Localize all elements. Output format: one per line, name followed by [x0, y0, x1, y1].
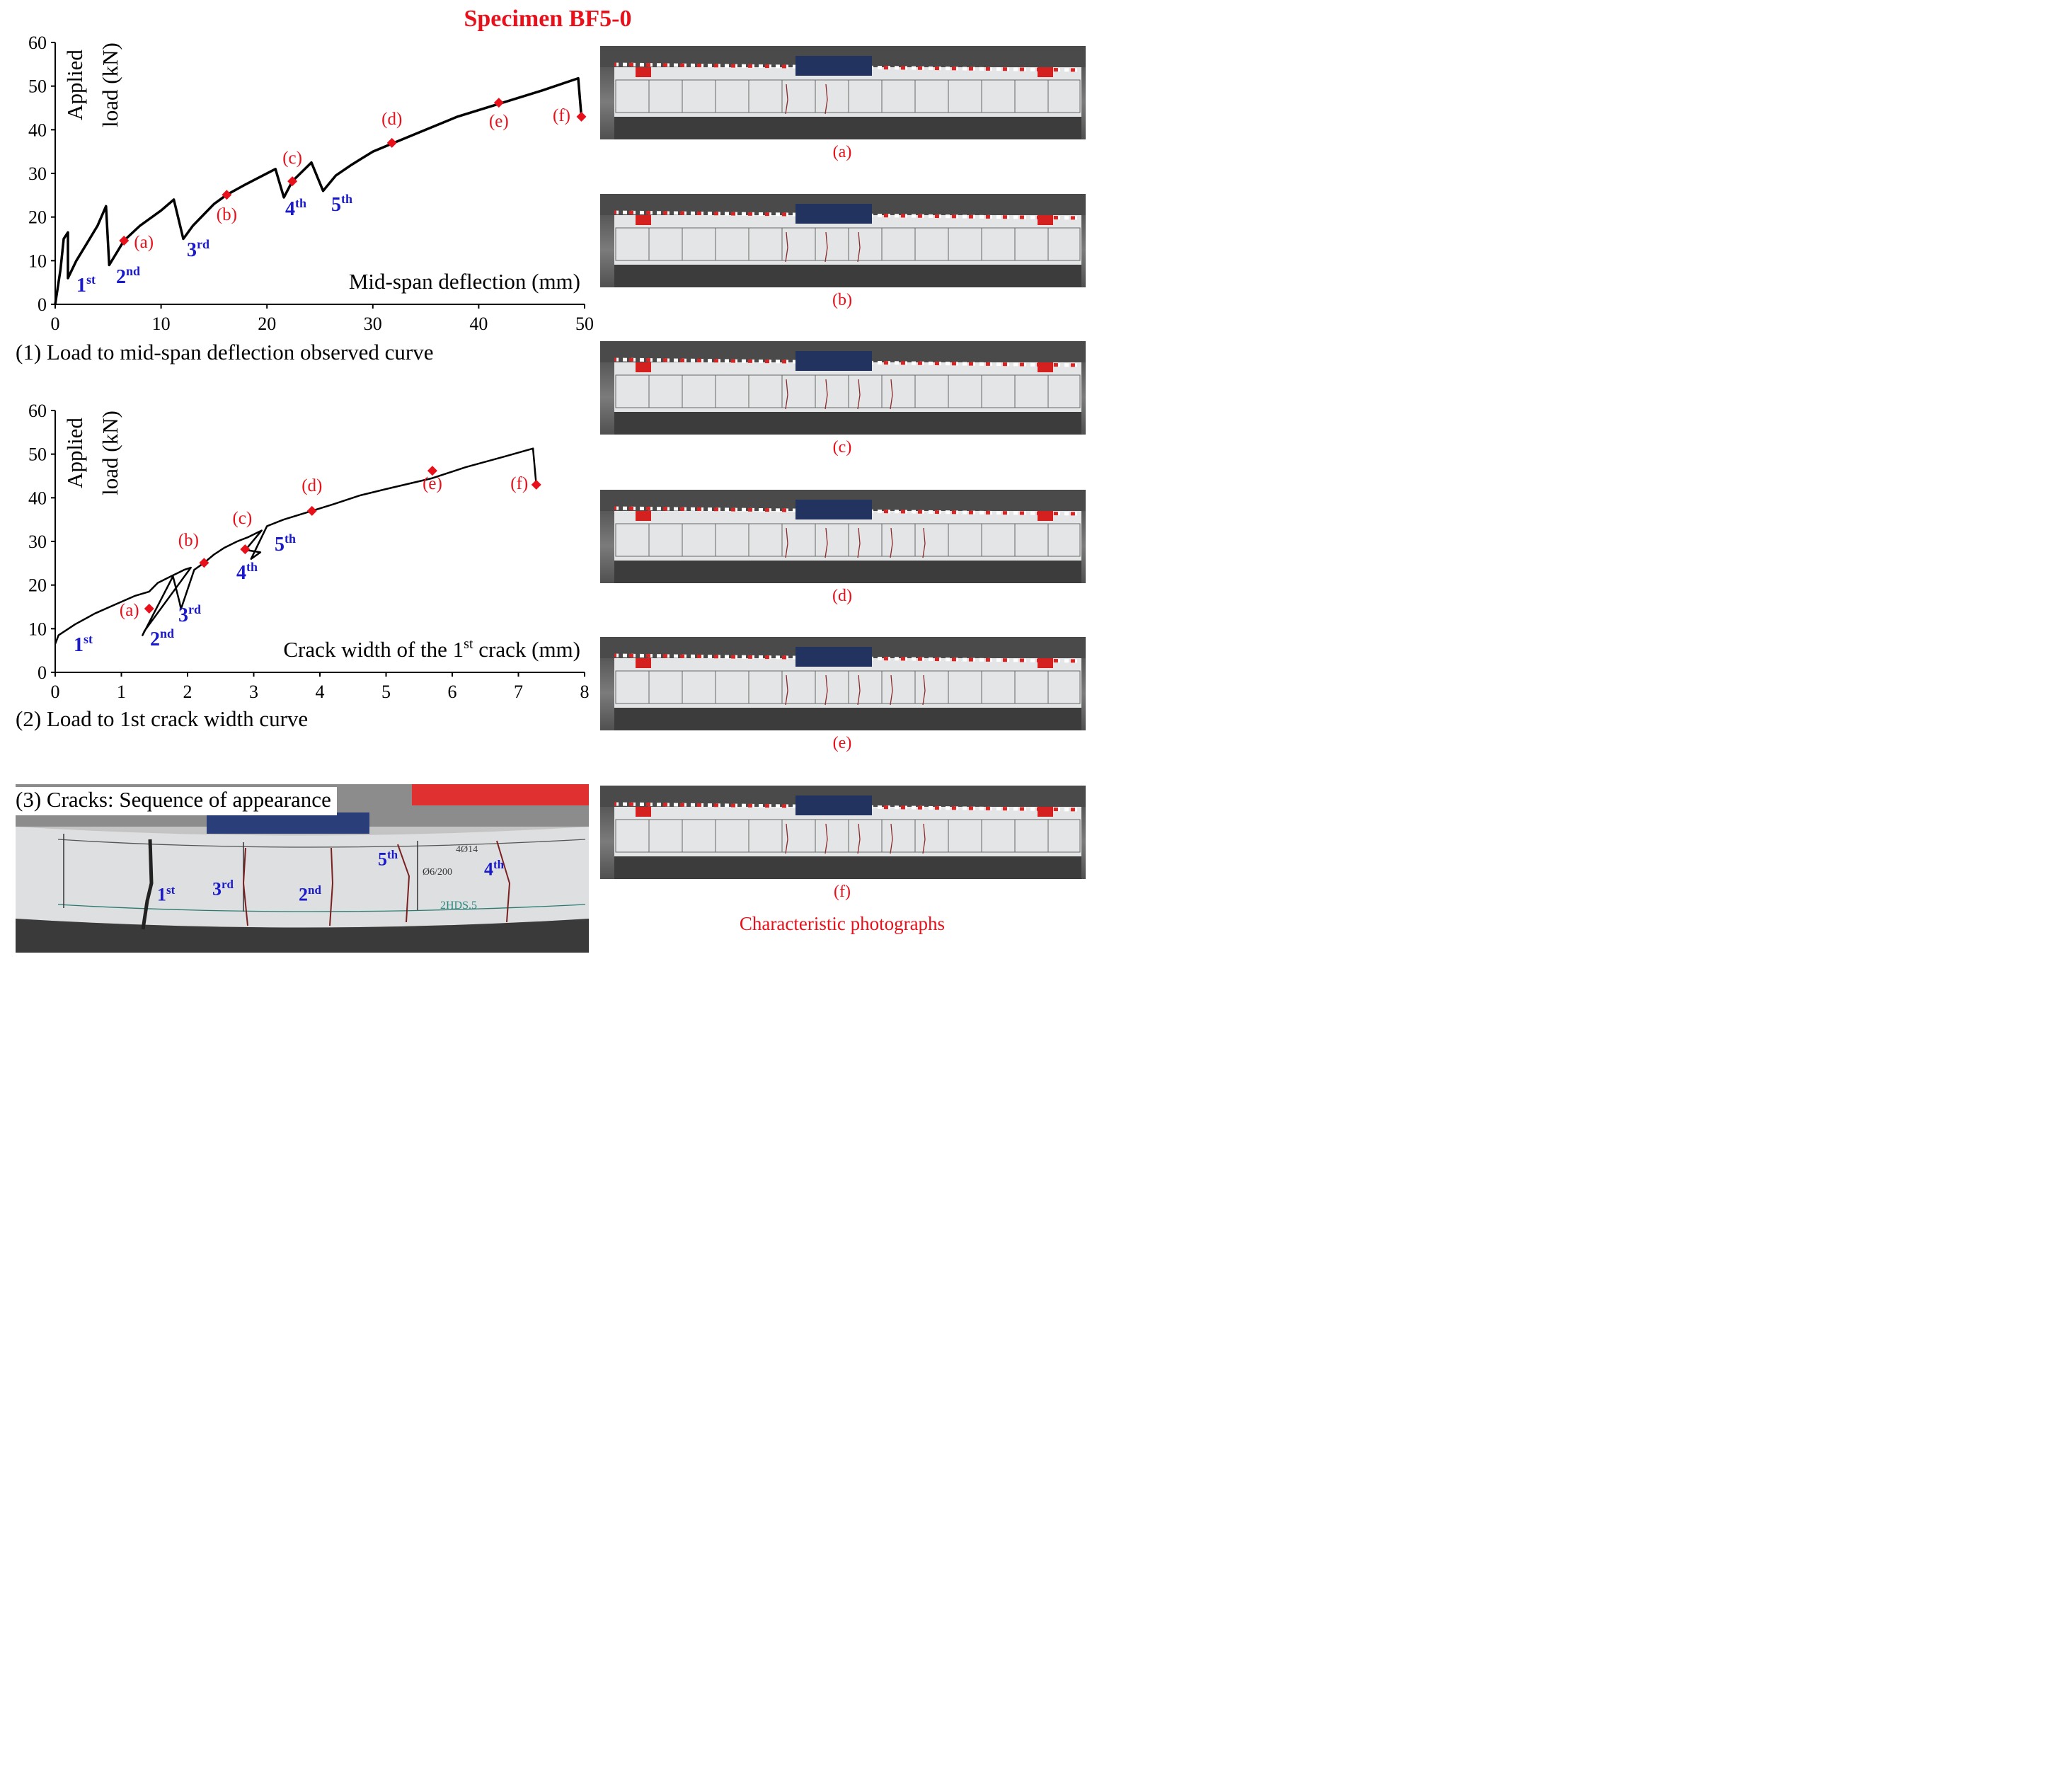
crack-label: 4th	[285, 196, 306, 220]
crack-label: 2nd	[116, 264, 140, 288]
beam-photo-a	[600, 46, 1086, 139]
stage-label: (e)	[423, 474, 442, 493]
stage-label: (a)	[134, 233, 154, 252]
y-tick-label: 30	[28, 532, 47, 552]
crack-photo-caption: (3) Cracks: Sequence of appearance	[16, 787, 337, 815]
crack-sequence-photo: 4Ø14 Ø6/200 2HDS.5 1st 3rd 2nd 5th 4th	[16, 784, 589, 953]
stage-point-marker	[306, 505, 317, 516]
y-tick-label: 60	[28, 33, 47, 53]
photo-label-f: (f)	[834, 883, 851, 901]
x-tick-label: 0	[51, 314, 60, 334]
beam-marking-2: Ø6/200	[423, 867, 452, 878]
deflection-chart: 0 10 20 30 40 50 60 0 10 20 30 40 50 Applied load (kN)…	[28, 33, 594, 334]
crack-label: 2nd	[150, 626, 174, 650]
x-tick-label: 3	[249, 682, 258, 702]
beam-photo-f	[600, 786, 1086, 879]
y-axis-label: Applied	[62, 50, 87, 120]
beam-marking-3: 2HDS.5	[440, 900, 477, 912]
stage-label: (b)	[178, 531, 199, 550]
stage-point-marker	[287, 176, 298, 187]
load-curve-line	[54, 76, 583, 305]
stage-label: (f)	[510, 474, 528, 493]
stage-label: (e)	[489, 112, 509, 131]
y-tick-label: 20	[28, 575, 47, 596]
beam-photo-c	[600, 341, 1086, 435]
stage-point-marker	[222, 190, 232, 200]
crack-label: 1st	[76, 272, 96, 297]
x-tick-label: 8	[580, 682, 590, 702]
stage-point-marker	[199, 558, 209, 568]
y-tick-label: 40	[28, 120, 47, 140]
stage-label: (c)	[232, 509, 252, 528]
x-tick-label: 0	[51, 682, 60, 702]
x-tick-label: 6	[448, 682, 457, 702]
beam-photo-d	[600, 490, 1086, 583]
crack-photo-label-2nd: 2nd	[299, 883, 321, 905]
crack-photo-label-3rd: 3rd	[212, 878, 234, 900]
stage-point-marker	[144, 603, 154, 614]
crack-label: 4th	[236, 560, 258, 584]
x-tick-label: 5	[381, 682, 391, 702]
y-tick-label: 0	[38, 662, 47, 683]
stage-point-marker	[531, 479, 541, 490]
photo-label-c: (c)	[832, 438, 852, 456]
chart1-caption: (1) Load to mid-span deflection observed…	[16, 340, 434, 364]
x-tick-label: 40	[469, 314, 488, 334]
crack-label: 3rd	[187, 237, 209, 261]
photo-label-e: (e)	[832, 734, 852, 752]
beam-marking-1: 4Ø14	[456, 844, 478, 855]
stage-point-marker	[240, 544, 251, 555]
x-tick-label: 50	[575, 314, 594, 334]
x-tick-label: 30	[364, 314, 382, 334]
y-axis-label: Applied	[62, 418, 87, 488]
y-axis-label: load (kN)	[98, 42, 122, 127]
stage-label: (a)	[120, 601, 139, 620]
load-curve-line	[54, 447, 537, 645]
x-tick-label: 7	[514, 682, 523, 702]
crack-width-chart: 0 10 20 30 40 50 60 0 1 2 3 4 5 6 7 8 Applied load (kN) Cr…	[28, 401, 590, 702]
crack-label: 3rd	[178, 602, 201, 626]
crack-label: 1st	[74, 632, 93, 656]
x-tick-label: 20	[258, 314, 276, 334]
x-axis-label: Crack width of the 1st crack (mm)	[283, 636, 580, 662]
chart2-caption: (2) Load to 1st crack width curve	[16, 706, 309, 731]
y-tick-label: 30	[28, 163, 47, 184]
beam-photo-e	[600, 637, 1086, 730]
beam-photo-b	[600, 194, 1086, 287]
photo-label-b: (b)	[832, 291, 852, 309]
y-tick-label: 0	[38, 294, 47, 315]
stage-label: (d)	[381, 110, 402, 129]
stage-point-marker	[119, 235, 130, 246]
photos-caption: Characteristic photographs	[739, 913, 946, 934]
x-axis-label: Mid-span deflection (mm)	[349, 269, 580, 294]
stage-label: (f)	[553, 106, 570, 125]
y-axis-label: load (kN)	[98, 410, 122, 495]
y-tick-label: 10	[28, 251, 47, 271]
crack-photo-label-4th: 4th	[484, 858, 505, 880]
y-tick-label: 10	[28, 619, 47, 639]
y-tick-label: 50	[28, 76, 47, 97]
x-tick-label: 2	[183, 682, 193, 702]
y-tick-label: 60	[28, 401, 47, 421]
x-tick-label: 1	[117, 682, 126, 702]
y-tick-label: 50	[28, 444, 47, 465]
stage-label: (d)	[301, 476, 322, 495]
stage-point-marker	[493, 98, 504, 108]
stage-point-marker	[427, 466, 437, 476]
y-tick-label: 40	[28, 488, 47, 508]
stage-point-marker	[576, 111, 587, 122]
stage-label: (c)	[282, 149, 302, 168]
x-tick-label: 10	[152, 314, 171, 334]
crack-photo-label-5th: 5th	[378, 848, 398, 870]
stage-label: (b)	[217, 205, 237, 224]
x-tick-label: 4	[316, 682, 325, 702]
photo-label-a: (a)	[832, 143, 852, 161]
y-tick-label: 20	[28, 207, 47, 228]
crack-label: 5th	[331, 192, 352, 216]
stage-point-marker	[386, 137, 397, 148]
figure-title: Specimen BF5-0	[464, 6, 632, 32]
crack-label: 5th	[275, 532, 296, 556]
photo-label-d: (d)	[832, 587, 852, 605]
crack-photo-label-1st: 1st	[157, 883, 176, 905]
